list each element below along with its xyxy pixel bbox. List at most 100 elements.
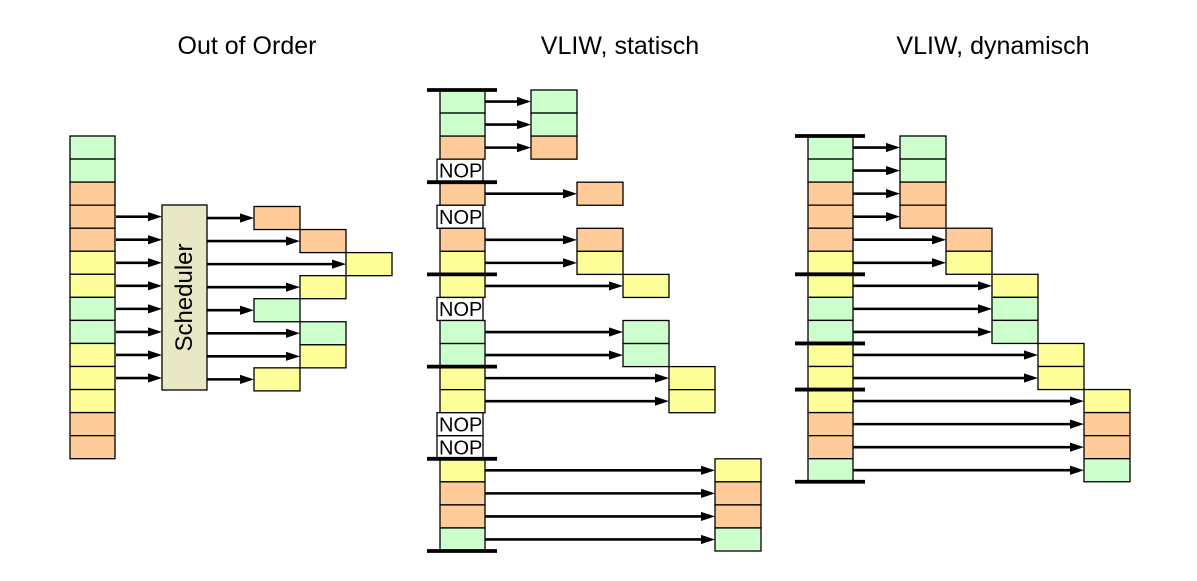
issued-instruction-cell-orange: [576, 227, 624, 253]
arrow-head: [886, 142, 900, 153]
instruction-cell-yellow: [807, 250, 854, 275]
issued-instruction-cell-orange: [576, 181, 624, 206]
arrow-head: [978, 304, 992, 314]
instruction-cell-orange: [439, 481, 486, 506]
instruction-cell-yellow: [69, 342, 116, 368]
instruction-cell-green: [807, 158, 854, 183]
instruction-cell-yellow: [69, 250, 116, 275]
arrow-head: [240, 213, 254, 223]
arrow-head: [240, 305, 254, 315]
issued-instruction-cell-yellow: [1037, 365, 1085, 391]
issued-instruction-cell-yellow: [299, 344, 347, 369]
arrow-head: [1070, 396, 1084, 406]
arrow-head: [563, 189, 577, 199]
scheduler-label: Scheduler: [171, 243, 198, 351]
arrow-head: [701, 534, 715, 545]
arrow-head: [978, 327, 992, 337]
nop-label: NOP: [439, 437, 482, 459]
instruction-cell-orange: [439, 227, 486, 253]
panel-title-vliw-statisch: VLIW, statisch: [540, 32, 700, 60]
nop-label: NOP: [439, 161, 482, 183]
arrow-head: [655, 396, 669, 406]
arrow-head: [978, 281, 992, 291]
arrow-head: [1070, 419, 1084, 429]
issued-instruction-cell-yellow: [345, 251, 393, 277]
instruction-cell-green: [69, 158, 116, 183]
arrow-head: [1024, 373, 1038, 383]
instruction-cell-green: [439, 342, 486, 368]
issued-instruction-cell-orange: [945, 227, 993, 252]
instruction-cell-green: [807, 135, 854, 160]
arrow-head: [148, 235, 162, 245]
arrow-head: [563, 235, 577, 245]
arrow-head: [609, 281, 623, 291]
issued-instruction-cell-green: [253, 298, 301, 323]
instruction-cell-orange: [807, 227, 854, 252]
arrow-head: [886, 212, 900, 222]
issued-instruction-cell-orange: [299, 228, 347, 254]
panel-out-of-order: Scheduler: [69, 135, 393, 460]
instruction-cell-orange: [807, 181, 854, 206]
instruction-cell-yellow: [807, 388, 854, 414]
issued-instruction-cell-yellow: [991, 273, 1039, 298]
arrow-head: [517, 119, 531, 130]
issued-instruction-cell-orange: [714, 504, 762, 529]
arrow-head: [286, 236, 300, 246]
instruction-cell-orange: [807, 434, 854, 460]
nop-label: NOP: [439, 299, 482, 321]
nop-label: NOP: [439, 414, 482, 436]
arrow-head: [286, 328, 300, 338]
arrow-head: [1070, 465, 1084, 475]
arrow-head: [332, 259, 346, 269]
issued-instruction-cell-green: [991, 296, 1039, 322]
nop-label: NOP: [439, 207, 482, 229]
panel-title-out-of-order: Out of Order: [177, 32, 317, 60]
issued-instruction-cell-orange: [253, 205, 301, 231]
instruction-cell-yellow: [807, 342, 854, 368]
issued-instruction-cell-yellow: [714, 458, 762, 483]
instruction-cell-orange: [439, 504, 486, 529]
arrow-head: [148, 304, 162, 314]
issued-instruction-cell-green: [991, 319, 1039, 345]
issued-instruction-cell-orange: [530, 135, 578, 160]
arrow-head: [701, 511, 715, 522]
issued-instruction-cell-green: [899, 158, 947, 183]
instruction-cell-green: [69, 319, 116, 345]
instruction-cell-yellow: [439, 250, 486, 276]
issued-instruction-cell-yellow: [622, 273, 670, 299]
arrow-head: [148, 258, 162, 268]
issued-instruction-cell-yellow: [1037, 342, 1085, 368]
issued-instruction-cell-green: [530, 89, 578, 114]
arrow-head: [148, 327, 162, 337]
instruction-cell-yellow: [69, 388, 116, 414]
instruction-cell-green: [807, 319, 854, 345]
instruction-cell-yellow: [807, 365, 854, 391]
issued-instruction-cell-green: [714, 527, 762, 552]
arrow-head: [148, 212, 162, 222]
scheduler-box: [161, 204, 208, 391]
arrow-head: [517, 96, 531, 107]
instruction-cell-orange: [69, 227, 116, 252]
instruction-cell-orange: [69, 204, 116, 229]
arrow-head: [148, 350, 162, 360]
instruction-cell-yellow: [807, 273, 854, 298]
issued-instruction-cell-green: [299, 321, 347, 346]
instruction-cell-yellow: [69, 273, 116, 298]
issued-instruction-cell-orange: [899, 181, 947, 206]
issued-instruction-cell-yellow: [945, 250, 993, 275]
arrow-head: [148, 373, 162, 383]
instruction-cell-green: [439, 319, 486, 345]
arrow-head: [609, 350, 623, 360]
instruction-cell-green: [69, 296, 116, 322]
instruction-cell-orange: [807, 411, 854, 437]
arrow-head: [655, 373, 669, 383]
arrow-head: [286, 282, 300, 292]
instruction-cell-green: [807, 296, 854, 322]
issued-instruction-cell-green: [530, 112, 578, 137]
instruction-cell-orange: [439, 135, 486, 160]
issued-instruction-cell-yellow: [668, 388, 716, 414]
arrow-head: [932, 258, 946, 268]
instruction-cell-orange: [69, 411, 116, 437]
